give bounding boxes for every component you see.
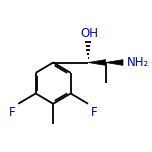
Text: OH: OH <box>81 27 99 40</box>
Text: F: F <box>9 106 15 119</box>
Polygon shape <box>105 60 123 65</box>
Polygon shape <box>88 60 105 65</box>
Text: NH₂: NH₂ <box>127 56 149 69</box>
Text: F: F <box>91 106 98 119</box>
